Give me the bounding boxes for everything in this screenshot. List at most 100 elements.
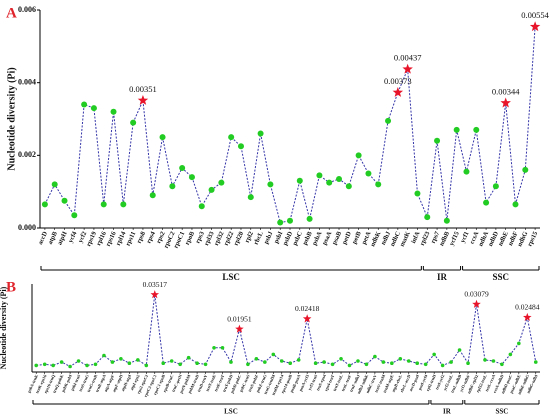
- data-point: [322, 360, 326, 364]
- data-point: [316, 172, 323, 179]
- x-tick-label: rps3: [194, 230, 206, 245]
- data-point: [93, 362, 98, 367]
- data-point: [483, 358, 487, 362]
- value-label: 0.03079: [464, 289, 489, 298]
- data-point: [257, 130, 264, 137]
- data-point: [364, 362, 369, 367]
- highlight-point: [392, 86, 404, 97]
- data-point: [130, 119, 137, 126]
- value-label: 0.00344: [492, 86, 520, 96]
- data-point: [212, 346, 216, 350]
- x-tick-label: ycf4: [67, 230, 79, 244]
- value-label: 0.02418: [295, 304, 320, 313]
- data-point: [144, 363, 149, 368]
- x-tick-label: ycf2-trnL: [442, 374, 454, 392]
- highlight-point: [150, 290, 160, 299]
- data-point: [375, 181, 382, 188]
- region-label: LSC: [224, 408, 238, 416]
- data-point: [218, 179, 225, 186]
- x-tick-label: ycf2: [77, 231, 88, 244]
- data-point: [424, 214, 431, 221]
- data-point: [61, 197, 68, 204]
- data-point: [246, 362, 250, 367]
- region-label: IR: [437, 272, 448, 282]
- region-label: LSC: [222, 272, 240, 282]
- data-point: [385, 117, 392, 124]
- data-point: [279, 359, 284, 363]
- data-point: [110, 108, 117, 115]
- data-point: [313, 361, 318, 366]
- data-point: [356, 359, 360, 363]
- data-point: [345, 183, 352, 190]
- data-point: [390, 361, 394, 366]
- data-point: [169, 359, 174, 363]
- data-point: [41, 201, 48, 208]
- data-point: [271, 352, 276, 357]
- data-point: [110, 360, 115, 364]
- data-point: [136, 358, 140, 362]
- data-point: [263, 360, 267, 364]
- data-point: [195, 361, 199, 366]
- data-point: [453, 126, 460, 133]
- data-point: [492, 183, 499, 190]
- x-tick-label: psbI: [273, 230, 285, 245]
- panel-label: B: [6, 279, 16, 295]
- data-point: [381, 360, 386, 364]
- highlight-point: [523, 312, 532, 321]
- data-point: [102, 353, 106, 358]
- highlight-point: [472, 299, 481, 308]
- data-point: [188, 174, 195, 181]
- highlight-point: [402, 63, 413, 74]
- data-point: [339, 357, 343, 361]
- data-point: [76, 359, 81, 363]
- data-point: [277, 219, 284, 226]
- value-label: 0.00373: [384, 76, 412, 86]
- data-point: [330, 362, 335, 367]
- x-tick-label: rps7: [430, 230, 442, 245]
- y-tick-label: 0.002: [18, 150, 36, 159]
- data-point: [483, 199, 490, 206]
- data-point: [296, 358, 301, 362]
- data-point: [161, 361, 166, 366]
- x-tick-label: rps15: [526, 230, 539, 248]
- data-point: [508, 352, 513, 357]
- region-label: SSC: [493, 272, 510, 282]
- data-point: [522, 166, 529, 173]
- panel-label: A: [6, 5, 17, 21]
- data-point: [169, 183, 176, 190]
- data-point: [42, 362, 47, 367]
- x-tick-label: ccsA: [469, 230, 481, 245]
- data-point: [81, 101, 88, 108]
- data-point: [203, 362, 208, 367]
- data-point: [406, 359, 411, 363]
- data-point: [423, 362, 428, 367]
- data-point: [326, 179, 333, 186]
- data-point: [306, 215, 313, 222]
- data-point: [90, 105, 97, 112]
- x-tick-label: psaI-ycf4: [417, 373, 429, 391]
- series-line: [44, 26, 536, 224]
- data-point: [220, 346, 225, 350]
- data-point: [517, 341, 521, 346]
- data-point: [51, 363, 55, 368]
- data-point: [34, 363, 39, 368]
- data-point: [443, 217, 450, 224]
- data-point: [186, 355, 191, 360]
- data-point: [247, 194, 254, 201]
- data-point: [500, 362, 504, 367]
- data-point: [466, 361, 470, 366]
- data-point: [373, 354, 377, 359]
- x-tick-label: rpoB: [184, 230, 197, 246]
- data-point: [68, 364, 72, 369]
- x-tick-label: trnI-ycf2: [434, 374, 445, 391]
- data-point: [463, 168, 470, 175]
- x-tick-label: rpl23: [419, 230, 432, 247]
- x-tick-label: infA: [410, 230, 422, 244]
- x-tick-label: atpI-rps2: [129, 374, 141, 391]
- region-label: IR: [443, 408, 452, 416]
- highlight-point: [235, 324, 244, 333]
- data-point: [432, 352, 436, 357]
- data-point: [237, 143, 244, 150]
- highlight-point: [529, 21, 541, 32]
- y-tick-label: 0.006: [18, 5, 36, 14]
